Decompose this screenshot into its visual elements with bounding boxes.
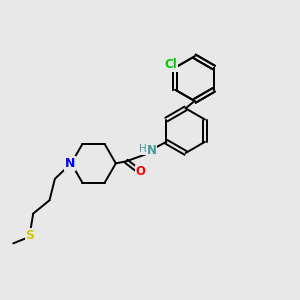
Text: N: N bbox=[146, 143, 157, 157]
Text: Cl: Cl bbox=[164, 58, 177, 71]
Text: S: S bbox=[25, 229, 34, 242]
Text: N: N bbox=[64, 157, 75, 170]
Text: H: H bbox=[139, 144, 146, 154]
Text: O: O bbox=[135, 165, 145, 178]
